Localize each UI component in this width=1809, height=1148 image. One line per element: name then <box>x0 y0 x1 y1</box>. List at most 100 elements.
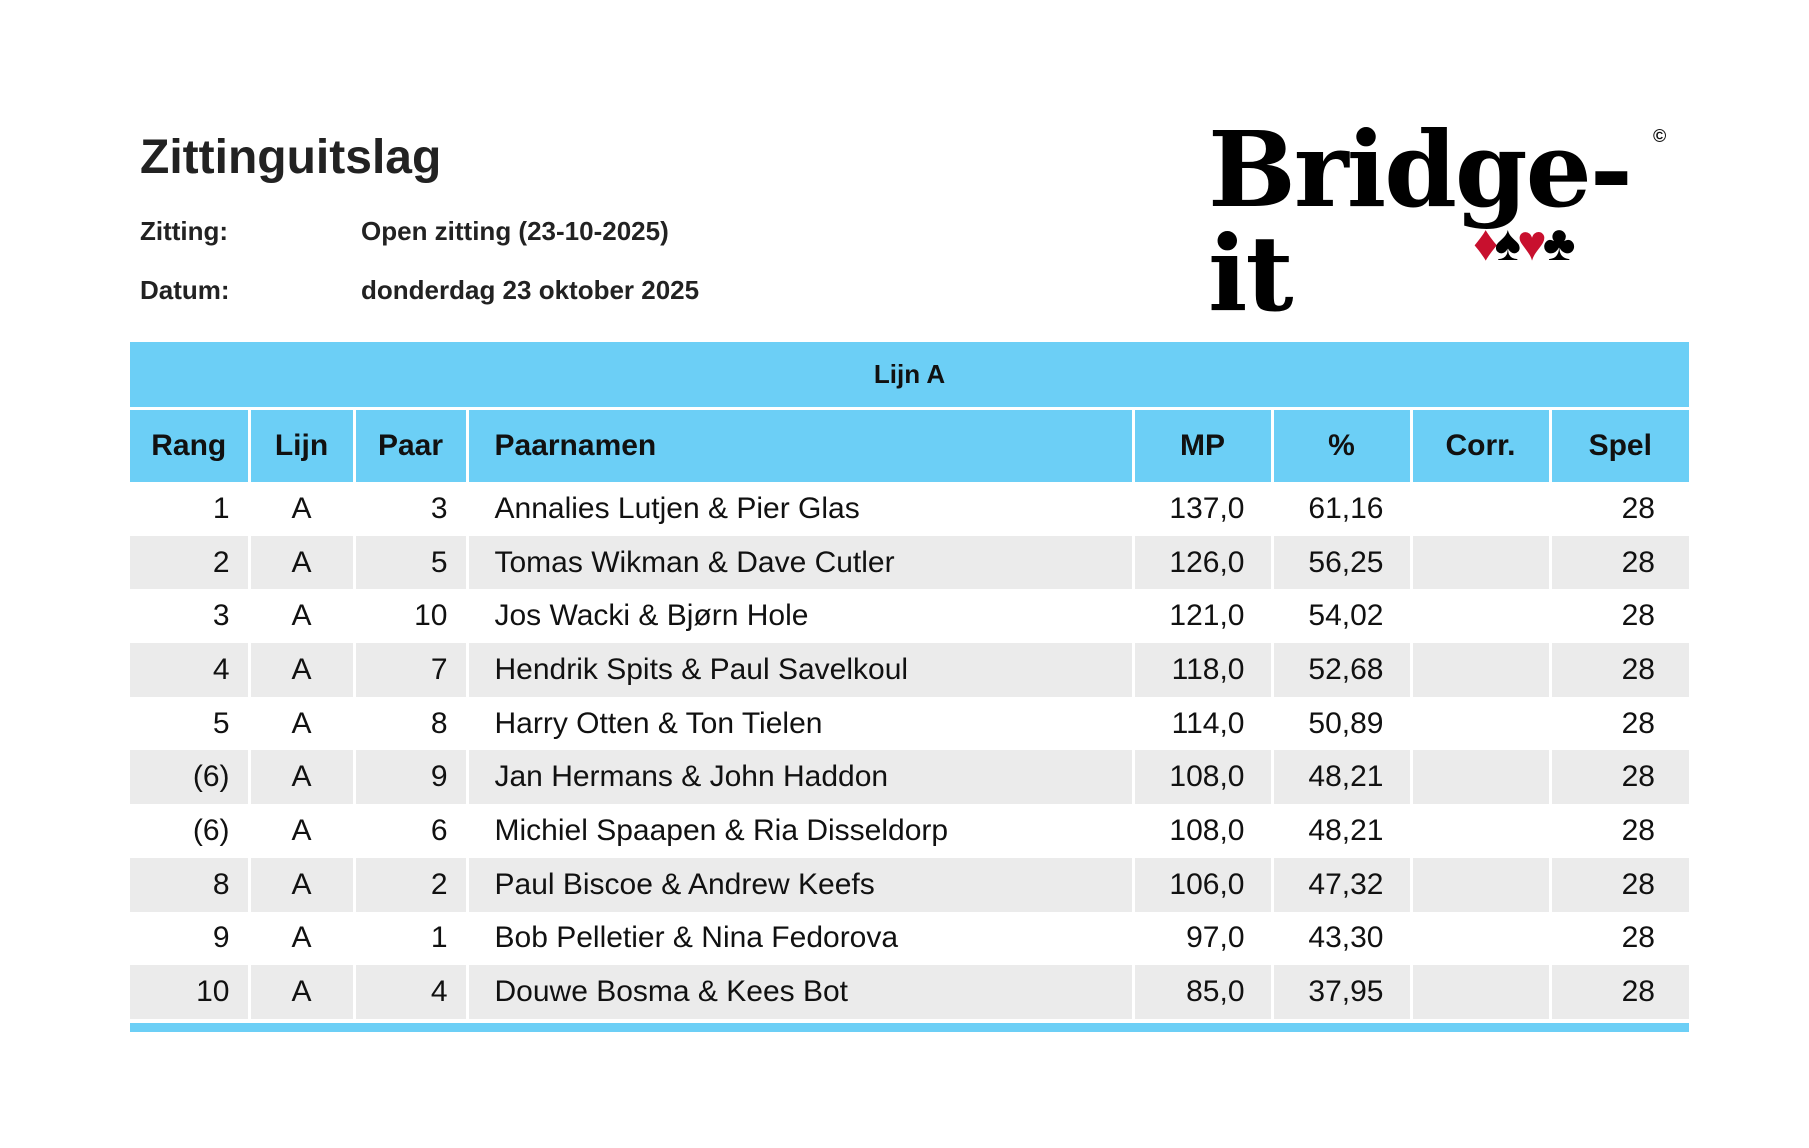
table-bottom-bar <box>130 1023 1689 1032</box>
cell-rang: 2 <box>130 535 251 590</box>
cell-lijn: A <box>249 589 356 644</box>
cell-paarnamen: Hendrik Spits & Paul Savelkoul <box>467 643 1135 697</box>
cell-percentage: 47,32 <box>1272 857 1413 912</box>
cell-lijn: A <box>249 857 356 912</box>
cell-corr <box>1411 482 1552 536</box>
cell-mp: 121,0 <box>1133 589 1274 644</box>
cell-mp: 108,0 <box>1133 804 1274 858</box>
spade-icon: ♠ <box>1494 215 1521 271</box>
table-row: 3 A 10 Jos Wacki & Bjørn Hole 121,0 54,02 28 <box>130 589 1689 644</box>
cell-mp: 108,0 <box>1133 750 1274 805</box>
cell-lijn: A <box>249 750 356 805</box>
results-table: Lijn A Rang Lijn Paar Paarnamen MP% Corr. Spel… <box>130 342 1689 1019</box>
cell-spel: 28 <box>1621 491 1655 525</box>
page-title: Zittinguitslag <box>140 131 442 184</box>
diamond-icon: ♦ <box>1473 215 1498 271</box>
cell-paar: 8 <box>354 696 469 751</box>
cell-corr <box>1411 589 1552 644</box>
cell-paarnamen: Harry Otten & Ton Tielen <box>467 696 1135 751</box>
cell-lijn: A <box>249 911 356 966</box>
cell-paarnamen: Bob Pelletier & Nina Fedorova <box>467 911 1135 966</box>
cell-corr <box>1411 965 1552 1019</box>
cell-paarnamen: Paul Biscoe & Andrew Keefs <box>467 857 1135 912</box>
cell-rang: 5 <box>130 696 251 751</box>
cell-paarnamen: Michiel Spaapen & Ria Disseldorp <box>467 804 1135 858</box>
cell-lijn: A <box>249 535 356 590</box>
cell-corr <box>1411 643 1552 697</box>
column-header-spel: Spel <box>1550 408 1689 482</box>
column-header-paar: Paar <box>354 408 469 482</box>
cell-percentage: 43,30 <box>1272 911 1413 966</box>
table-row: 8 A 2 Paul Biscoe & Andrew Keefs 106,0 47,32 2… <box>130 857 1689 912</box>
cell-spel: 28 <box>1621 599 1655 633</box>
cell-paarnamen: Annalies Lutjen & Pier Glas <box>467 482 1135 536</box>
cell-percentage: 54,02 <box>1272 589 1413 644</box>
zitting-value: Open zitting (23-10-2025) <box>361 216 669 246</box>
table-row: 4 A 7 Hendrik Spits & Paul Savelkoul 118,0 52… <box>130 643 1689 697</box>
cell-corr <box>1411 911 1552 966</box>
cell-paar: 9 <box>354 750 469 805</box>
cell-spel: 28 <box>1550 857 1689 912</box>
cell-percentage: 52,68 <box>1272 643 1413 697</box>
cell-percentage: 50,89 <box>1272 696 1413 751</box>
cell-paar: 4 <box>354 965 469 1019</box>
cell-paarnamen: Tomas Wikman & Dave Cutler <box>467 535 1135 590</box>
column-header-paarnamen: Paarnamen <box>467 408 1135 482</box>
cell-spel: 28 <box>1550 643 1689 697</box>
cell-lijn: A <box>249 643 356 697</box>
cell-paarnamen: Jan Hermans & John Haddon <box>467 750 1135 805</box>
cell-spel: 28 <box>1621 921 1655 955</box>
cell-mp: 118,0 <box>1133 643 1274 697</box>
card-suits: ♦♠♥♣ <box>1473 215 1576 271</box>
cell-rang: (6) <box>130 750 251 805</box>
cell-rang: 10 <box>130 965 251 1019</box>
cell-corr <box>1411 535 1552 590</box>
column-header-lijn: Lijn <box>249 408 356 482</box>
cell-mp: 97,0 <box>1133 911 1274 966</box>
table-row: (6) A 9 Jan Hermans & John Haddon 108,0 48,21… <box>130 750 1689 805</box>
cell-paarnamen: Douwe Bosma & Kees Bot <box>467 965 1135 1019</box>
cell-spel: 28 <box>1550 535 1689 590</box>
cell-mp: 85,0 <box>1133 965 1274 1019</box>
column-header-percentage: % <box>1272 408 1413 482</box>
datum-value: donderdag 23 oktober 2025 <box>361 275 700 305</box>
cell-paar: 5 <box>354 535 469 590</box>
cell-paar: 6 <box>354 804 469 858</box>
cell-percentage: 61,16 <box>1272 482 1413 536</box>
cell-lijn: A <box>249 696 356 751</box>
cell-rang: 4 <box>130 643 251 697</box>
cell-paar: 1 <box>354 911 469 966</box>
cell-corr <box>1411 696 1552 751</box>
table-row: 5 A 8 Harry Otten & Ton Tielen 114,0 50,89 28 <box>130 696 1689 751</box>
logo-wordmark: Bridge-it <box>1208 108 1633 335</box>
cell-spel: 28 <box>1550 750 1689 805</box>
cell-mp: 106,0 <box>1133 857 1274 912</box>
cell-paar: 2 <box>354 857 469 912</box>
cell-paarnamen: Jos Wacki & Bjørn Hole <box>467 589 1135 644</box>
copyright-mark: © <box>1653 126 1667 146</box>
table-row: 9 A 1 Bob Pelletier & Nina Fedorova 97,0 43,3… <box>130 911 1689 966</box>
cell-rang: 3 <box>130 589 251 644</box>
cell-mp: 114,0 <box>1133 696 1274 751</box>
table-row: 2 A 5 Tomas Wikman & Dave Cutler 126,0 56,25 2… <box>130 535 1689 590</box>
cell-corr <box>1411 804 1552 858</box>
datum-label: Datum: <box>140 275 230 305</box>
cell-mp: 126,0 <box>1133 535 1274 590</box>
column-header-mp: MP <box>1133 408 1274 482</box>
cell-rang: 1 <box>130 482 251 536</box>
column-header-corr: Corr. <box>1411 408 1552 482</box>
cell-corr <box>1411 750 1552 805</box>
cell-percentage: 48,21 <box>1272 750 1413 805</box>
cell-paar: 3 <box>354 482 469 536</box>
column-header-rang: Rang <box>130 408 251 482</box>
table-row: (6) A 6 Michiel Spaapen & Ria Disseldorp 108… <box>130 804 1689 858</box>
zitting-label: Zitting: <box>140 216 229 246</box>
group-title: Lijn A <box>130 342 1689 410</box>
cell-rang: (6) <box>130 804 251 858</box>
cell-paar: 10 <box>354 589 469 644</box>
cell-lijn: A <box>249 482 356 536</box>
cell-lijn: A <box>249 965 356 1019</box>
cell-percentage: 48,21 <box>1272 804 1413 858</box>
cell-mp: 137,0 <box>1133 482 1274 536</box>
cell-spel: 28 <box>1621 813 1655 847</box>
